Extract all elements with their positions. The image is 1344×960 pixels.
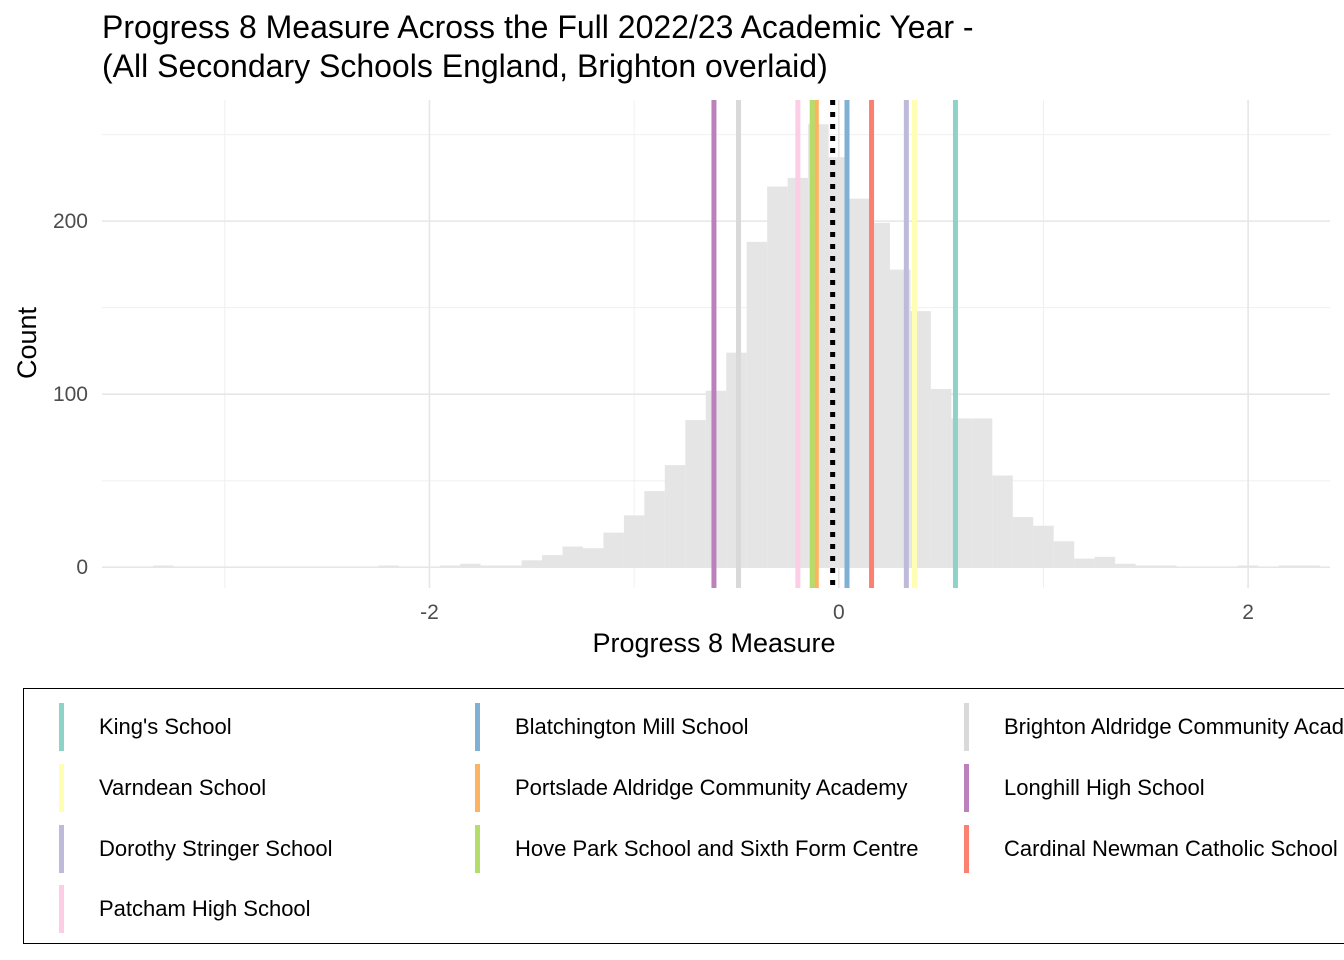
legend-label: Portslade Aldridge Community Academy bbox=[515, 775, 908, 800]
histogram-bar bbox=[1074, 558, 1095, 568]
legend-key-swatch bbox=[475, 703, 480, 751]
histogram-plot: -2 0 2 0 100 200 Progress 8 Measure Count bbox=[12, 100, 1330, 658]
legend-label: Longhill High School bbox=[1004, 775, 1205, 800]
histogram-bar bbox=[1299, 565, 1320, 568]
histogram-bar bbox=[1115, 563, 1136, 568]
legend-label: Blatchington Mill School bbox=[515, 714, 749, 739]
legend-label: Patcham High School bbox=[99, 896, 311, 921]
legend-label: Brighton Aldridge Community Academy bbox=[1004, 714, 1344, 739]
histogram-bar bbox=[153, 565, 174, 568]
y-axis-title: Count bbox=[12, 306, 42, 379]
legend-key-swatch bbox=[59, 703, 64, 751]
legend-key-swatch bbox=[59, 825, 64, 873]
histogram-bar bbox=[1237, 565, 1259, 568]
histogram-bar bbox=[869, 222, 890, 568]
legend-key-swatch bbox=[475, 764, 480, 812]
histogram-bar bbox=[603, 532, 624, 568]
histogram-bar bbox=[1033, 525, 1054, 568]
histogram-bar bbox=[644, 491, 665, 568]
histogram-bar bbox=[746, 241, 768, 568]
legend-key-swatch bbox=[964, 703, 969, 751]
histogram-bar bbox=[1094, 556, 1116, 568]
histogram-bar bbox=[1012, 517, 1034, 568]
legend: King's School Blatchington Mill School Bri… bbox=[23, 688, 1344, 944]
school-lines bbox=[711, 100, 958, 588]
legend-label: Dorothy Stringer School bbox=[99, 836, 333, 861]
histogram-bar bbox=[1135, 565, 1157, 568]
legend-key-swatch bbox=[59, 764, 64, 812]
histogram-bar bbox=[623, 515, 645, 568]
histogram-bar bbox=[501, 565, 522, 568]
legend-key-swatch bbox=[964, 825, 969, 873]
histogram-bar bbox=[930, 388, 952, 568]
x-tick-label: 2 bbox=[1242, 601, 1254, 624]
histogram-bar bbox=[849, 198, 870, 568]
legend-key-swatch bbox=[964, 764, 969, 812]
histogram-bar bbox=[582, 548, 604, 568]
y-tick-label: 200 bbox=[53, 210, 88, 233]
x-tick-label: 0 bbox=[833, 601, 845, 624]
legend-key-swatch bbox=[475, 825, 480, 873]
histogram-bar bbox=[542, 555, 563, 568]
histogram-bar bbox=[480, 565, 502, 568]
y-tick-label: 0 bbox=[76, 556, 88, 579]
histogram-bar bbox=[685, 420, 706, 568]
y-tick-label: 100 bbox=[53, 383, 88, 406]
histogram-bar bbox=[971, 418, 993, 568]
histogram-bar bbox=[439, 565, 461, 568]
histogram-bar bbox=[992, 475, 1013, 568]
tick-labels: -2 0 2 0 100 200 bbox=[53, 210, 1254, 624]
histogram-bar bbox=[664, 465, 686, 568]
legend-label: Varndean School bbox=[99, 775, 267, 800]
histogram-bar bbox=[460, 563, 481, 568]
histogram-bar bbox=[1053, 541, 1075, 568]
histogram-bar bbox=[521, 560, 543, 568]
histogram-bar bbox=[562, 546, 583, 568]
legend-label: Hove Park School and Sixth Form Centre bbox=[515, 836, 919, 861]
x-tick-label: -2 bbox=[420, 601, 439, 624]
histogram-bar bbox=[767, 186, 788, 568]
legend-label: King's School bbox=[99, 714, 232, 739]
histogram-bar bbox=[378, 565, 399, 568]
chart-title: Progress 8 Measure Across the Full 2022/… bbox=[102, 9, 974, 84]
histogram-bar bbox=[1278, 565, 1300, 568]
legend-key-swatch bbox=[59, 885, 64, 933]
x-axis-title: Progress 8 Measure bbox=[592, 628, 835, 658]
legend-label: Cardinal Newman Catholic School bbox=[1004, 836, 1338, 861]
histogram-bar bbox=[1156, 565, 1177, 568]
